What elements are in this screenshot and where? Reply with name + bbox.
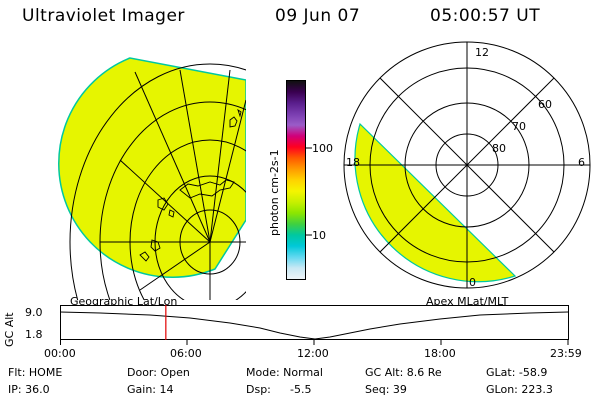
- colorbar-unit-label: photon cm-2s-1: [268, 149, 281, 236]
- colorbar-tick-10: 10: [312, 229, 326, 242]
- status-glat: GLat: -58.9: [486, 366, 548, 379]
- alt-xtick-0600: 06:00: [170, 347, 202, 360]
- mlt-label-12: 12: [475, 46, 489, 59]
- apex-polar-map: [343, 41, 591, 289]
- alt-ytick-low: 1.8: [25, 328, 43, 341]
- mlat-label-60: 60: [538, 98, 552, 111]
- time-label: 05:00:57 UT: [430, 6, 541, 26]
- alt-ytick-high: 9.0: [25, 306, 43, 319]
- apex-map-label: Apex MLat/MLT: [426, 295, 509, 308]
- colorbar: [286, 80, 306, 280]
- mlt-label-0: 0: [469, 276, 476, 289]
- status-seq: Seq: 39: [365, 383, 407, 396]
- geographic-map: [58, 57, 246, 300]
- status-glon: GLon: 223.3: [486, 383, 553, 396]
- alt-xtick-1800: 18:00: [424, 347, 456, 360]
- instrument-title: Ultraviolet Imager: [22, 6, 185, 26]
- geographic-map-label: Geographic Lat/Lon: [70, 295, 178, 308]
- status-door: Door: Open: [127, 366, 190, 379]
- alt-xtick-1200: 12:00: [297, 347, 329, 360]
- mlt-label-6: 6: [578, 156, 585, 169]
- status-gc-alt: GC Alt: 8.6 Re: [365, 366, 442, 379]
- status-flt: Flt: HOME: [8, 366, 63, 379]
- colorbar-ticks: [306, 147, 312, 236]
- status-mode: Mode: Normal: [246, 366, 323, 379]
- mlt-label-18: 18: [346, 156, 360, 169]
- mlat-label-80: 80: [492, 142, 506, 155]
- status-gain: Gain: 14: [127, 383, 174, 396]
- status-dsp-label: Dsp:: [246, 383, 271, 396]
- altitude-plot: [59, 305, 569, 340]
- alt-xtick-0000: 00:00: [44, 347, 76, 360]
- colorbar-tick-100: 100: [312, 142, 333, 155]
- mlat-label-70: 70: [512, 120, 526, 133]
- alt-plot-ticks: [60, 340, 569, 345]
- date-label: 09 Jun 07: [275, 6, 361, 26]
- status-ip: IP: 36.0: [8, 383, 50, 396]
- alt-plot-ylabel: GC Alt: [3, 312, 16, 347]
- alt-xtick-2359: 23:59: [550, 347, 582, 360]
- status-dsp-value: -5.5: [290, 383, 312, 396]
